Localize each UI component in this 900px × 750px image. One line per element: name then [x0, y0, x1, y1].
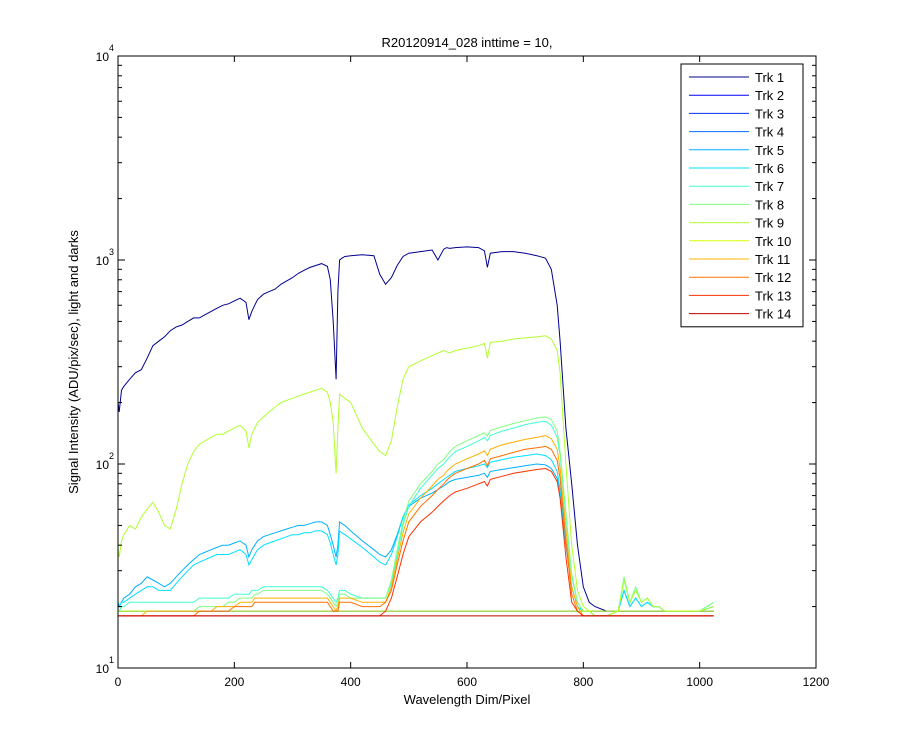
y-tick-label: 10 [96, 662, 110, 676]
x-tick-label: 800 [573, 675, 593, 689]
legend-label: Trk 10 [755, 234, 791, 249]
legend-label: Trk 9 [755, 216, 784, 231]
series-line-trk-9 [117, 335, 714, 617]
legend: Trk 1 Trk 2 Trk 3 Trk 4 Trk 5 Trk 6 Trk 7 Trk 8… [680, 63, 804, 328]
y-tick-exponent: 4 [109, 43, 114, 53]
x-tick-label: 1000 [686, 675, 713, 689]
y-tick-exponent: 1 [109, 655, 114, 665]
legend-label: Trk 11 [755, 252, 790, 267]
legend-label: Trk 7 [755, 179, 784, 194]
x-tick-label: 0 [115, 675, 122, 689]
legend-label: Trk 6 [755, 161, 784, 176]
legend-label: Trk 2 [755, 88, 784, 103]
x-axis-title: Wavelength Dim/Pixel [404, 692, 531, 707]
legend-label: Trk 1 [755, 70, 784, 85]
x-tick-label: 200 [224, 675, 244, 689]
legend-label: Trk 12 [755, 270, 791, 285]
chart-title: R20120914_028 inttime = 10, [382, 35, 553, 50]
series-line-trk-1 [117, 246, 714, 612]
legend-label: Trk 8 [755, 197, 784, 212]
y-tick-exponent: 2 [109, 451, 114, 461]
x-tick-label: 600 [457, 675, 477, 689]
legend-label: Trk 3 [755, 106, 784, 121]
series-layer [117, 246, 714, 617]
y-tick-label: 10 [96, 254, 110, 268]
legend-box [680, 63, 804, 328]
y-tick-exponent: 3 [109, 247, 114, 257]
x-tick-label: 400 [341, 675, 361, 689]
y-axis-title: Signal Intensity (ADU/pix/sec), light an… [66, 230, 81, 494]
y-tick-label: 10 [96, 458, 110, 472]
legend-label: Trk 14 [755, 307, 791, 322]
y-tick-label: 10 [96, 50, 110, 64]
legend-label: Trk 5 [755, 143, 784, 158]
legend-label: Trk 4 [755, 125, 784, 140]
x-tick-label: 1200 [803, 675, 830, 689]
legend-label: Trk 13 [755, 288, 791, 303]
